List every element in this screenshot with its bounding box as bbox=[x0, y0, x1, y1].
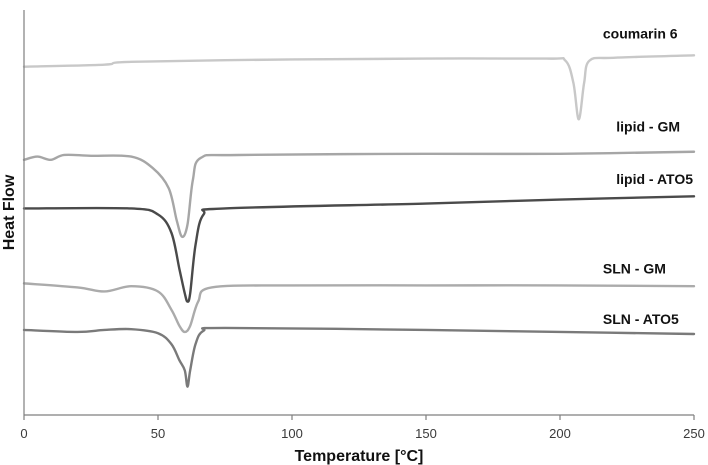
series-line-1 bbox=[22, 150, 696, 239]
x-tick-label: 50 bbox=[151, 426, 165, 441]
x-tick-label: 150 bbox=[415, 426, 437, 441]
series-line-4 bbox=[22, 326, 696, 388]
x-tick-label: 0 bbox=[20, 426, 27, 441]
series-label-4: SLN - ATO5 bbox=[603, 311, 679, 327]
x-tick-label: 100 bbox=[281, 426, 303, 441]
series-label-0: coumarin 6 bbox=[603, 25, 678, 41]
x-tick-label: 200 bbox=[549, 426, 571, 441]
series-layer bbox=[22, 54, 696, 388]
x-tick-label: 250 bbox=[683, 426, 705, 441]
x-tick-layer: 0 50 100 150 200 250 bbox=[20, 415, 705, 441]
series-label-2: lipid - ATO5 bbox=[616, 171, 693, 187]
series-label-1: lipid - GM bbox=[616, 119, 680, 135]
x-axis-title: Temperature [°C] bbox=[295, 448, 424, 465]
y-axis-title: Heat Flow bbox=[1, 174, 18, 250]
series-line-3 bbox=[22, 282, 696, 334]
series-label-layer: coumarin 6 lipid - GM lipid - ATO5 SLN - GM… bbox=[603, 25, 693, 327]
series-label-3: SLN - GM bbox=[603, 260, 666, 276]
series-line-2 bbox=[22, 195, 696, 303]
series-line-0 bbox=[22, 54, 696, 121]
